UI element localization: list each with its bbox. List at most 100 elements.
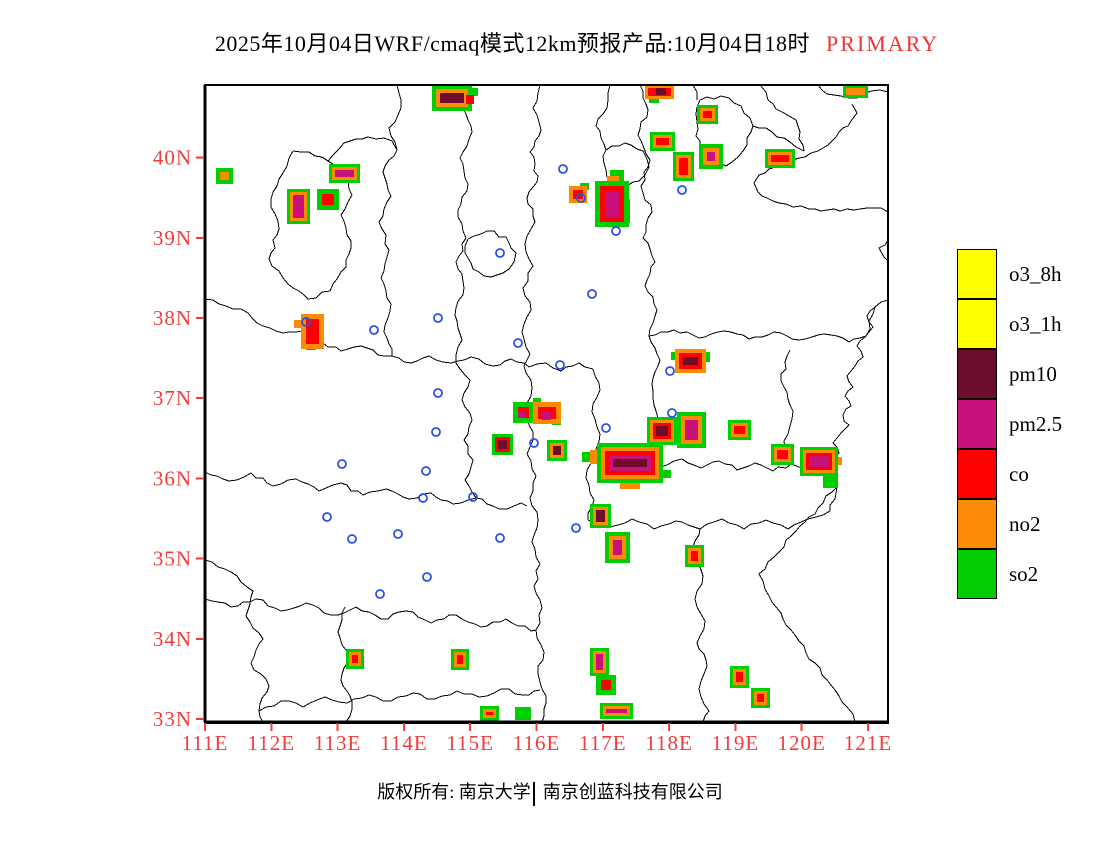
pollutant-marker (777, 450, 788, 459)
pollutant-marker (613, 459, 647, 467)
boundary-line (758, 486, 856, 723)
city-marker-icon (677, 185, 687, 195)
boundary-line (637, 84, 661, 419)
boundary-line (659, 458, 824, 472)
pollutant-marker (457, 655, 463, 664)
boundary-line (780, 349, 794, 465)
pollutant-marker-cell (649, 97, 659, 103)
y-tick-label: 33N (153, 707, 192, 731)
city-marker-icon (347, 534, 357, 544)
city-marker-icon (571, 523, 581, 533)
pollutant-marker (601, 680, 611, 690)
y-tick-label: 38N (153, 306, 192, 330)
pollutant-marker (656, 138, 669, 145)
y-tick-label: 36N (153, 466, 192, 490)
pollutant-marker (757, 694, 764, 702)
boundary-line (692, 84, 698, 100)
x-tick-label: 115E (446, 731, 494, 755)
boundary-line (752, 125, 805, 152)
pollutant-marker (683, 357, 698, 365)
copyright-owner: 版权所有: 南京大学 (377, 782, 531, 802)
x-tick-label: 118E (645, 731, 693, 755)
pollutant-marker (809, 456, 829, 467)
y-tick-label: 35N (153, 547, 192, 571)
x-tick-label: 117E (579, 731, 627, 755)
legend-item: o3_8h (957, 248, 1100, 299)
boundary-line (204, 298, 303, 334)
pollutant-marker-cell (620, 483, 640, 489)
pollutant-marker (703, 111, 712, 118)
boundary-line (378, 84, 402, 356)
boundary-line (521, 84, 542, 367)
city-marker-icon (375, 589, 385, 599)
boundary-line (759, 84, 805, 152)
boundary-line (648, 306, 876, 343)
boundary-line (753, 103, 889, 213)
boundary-line (695, 95, 754, 167)
pollutant-marker (515, 707, 531, 720)
pollutant-marker (553, 446, 561, 455)
city-marker-icon (495, 533, 505, 543)
legend-item: co (957, 448, 1100, 499)
y-tick-label: 37N (153, 386, 192, 410)
city-marker-icon (431, 427, 441, 437)
pollutant-marker (440, 93, 464, 103)
x-tick-label: 114E (380, 731, 428, 755)
city-marker-icon (665, 366, 675, 376)
legend-label: pm10 (1009, 361, 1057, 386)
city-marker-icon (301, 317, 311, 327)
boundary-line (587, 486, 838, 530)
pollutant-marker-cell (294, 320, 302, 328)
boundary-line (391, 355, 594, 372)
legend-item: so2 (957, 548, 1100, 599)
boundary-line (204, 598, 537, 632)
pollutant-marker (335, 170, 354, 177)
title-text: 2025年10月04日WRF/cmaq模式12km预报产品:10月04日18时 (214, 31, 811, 56)
city-marker-icon (558, 164, 568, 174)
y-tick-label: 40N (153, 146, 192, 170)
boundary-line (258, 688, 541, 712)
boundary-line (204, 559, 270, 723)
pollutant-marker (707, 152, 715, 161)
pollutant-marker-cell (542, 412, 551, 420)
pollutant-marker (293, 195, 304, 218)
boundary-line (595, 84, 611, 151)
x-tick-label: 116E (513, 731, 561, 755)
pollutant-marker (596, 510, 605, 522)
pollutant-marker (220, 172, 229, 180)
x-tick-label: 113E (314, 731, 362, 755)
pollutant-marker (771, 155, 789, 162)
pollutant-marker (613, 540, 622, 555)
pollutant-marker (685, 420, 698, 440)
pollutant-marker (736, 672, 743, 682)
pollutant-marker (352, 655, 358, 663)
boundary-line (454, 84, 473, 363)
pollutant-marker (605, 191, 619, 217)
city-marker-icon (393, 529, 403, 539)
copyright-company: 南京创蓝科技有限公司 (542, 782, 723, 802)
legend-item: o3_1h (957, 298, 1100, 349)
legend-swatch (957, 348, 997, 399)
legend-swatch (957, 398, 997, 449)
copyright: 版权所有: 南京大学 南京创蓝科技有限公司 (0, 778, 1100, 806)
city-marker-icon (433, 388, 443, 398)
city-marker-icon (337, 459, 347, 469)
city-marker-icon (529, 438, 539, 448)
city-marker-icon (421, 466, 431, 476)
pollutant-marker-cell (656, 88, 666, 95)
pollutant-marker (498, 440, 507, 449)
city-marker-icon (601, 423, 611, 433)
legend-swatch (957, 548, 997, 599)
legend-label: so2 (1009, 561, 1039, 586)
legend-swatch (957, 248, 997, 299)
x-tick-label: 120E (778, 731, 826, 755)
city-marker-icon (433, 313, 443, 323)
boundary-line (327, 136, 398, 162)
copyright-divider (532, 781, 535, 806)
legend-swatch (957, 498, 997, 549)
pollutant-marker-cell (704, 352, 710, 362)
city-marker-icon (513, 338, 523, 348)
legend-item: no2 (957, 498, 1100, 549)
